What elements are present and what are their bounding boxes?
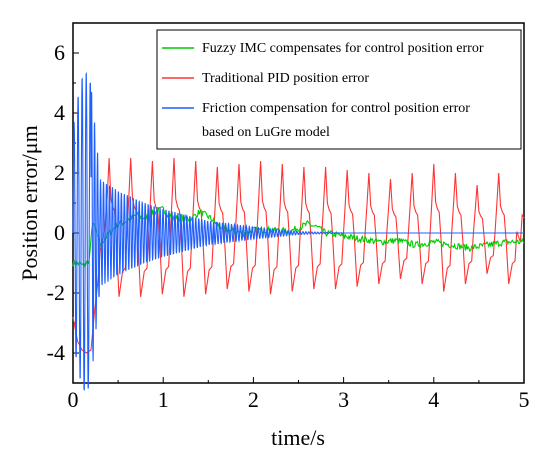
x-tick-label: 2 <box>248 387 259 412</box>
y-tick-label: 0 <box>54 220 65 245</box>
x-tick-label: 3 <box>338 387 349 412</box>
x-tick-label: 4 <box>428 387 439 412</box>
y-tick-label: 6 <box>54 40 65 65</box>
x-axis-title: time/s <box>271 425 325 450</box>
x-tick-label: 1 <box>158 387 169 412</box>
y-tick-label: -2 <box>47 280 65 305</box>
series-group <box>72 72 525 391</box>
y-tick-label: 4 <box>54 100 65 125</box>
tick-label-group: 0 1 2 3 4 5 -4 -2 0 2 4 6 <box>47 40 530 412</box>
series-line-pid <box>72 157 525 354</box>
y-tick-label: -4 <box>47 340 65 365</box>
legend-label-pid: Traditional PID position error <box>202 71 369 86</box>
legend-label-lugre: Friction compensation for control positi… <box>202 101 470 116</box>
legend-label-fuzzy: Fuzzy IMC compensates for control positi… <box>202 41 484 56</box>
x-tick-label: 5 <box>519 387 530 412</box>
y-axis-title: Position error/μm <box>17 125 42 280</box>
legend-box <box>156 29 522 150</box>
series-line-lugre <box>72 72 524 391</box>
y-tick-label: 2 <box>54 160 65 185</box>
legend-label-lugre-cont: based on LuGre model <box>202 125 330 140</box>
x-tick-label: 0 <box>68 387 79 412</box>
legend: Fuzzy IMC compensates for control positi… <box>156 29 522 150</box>
